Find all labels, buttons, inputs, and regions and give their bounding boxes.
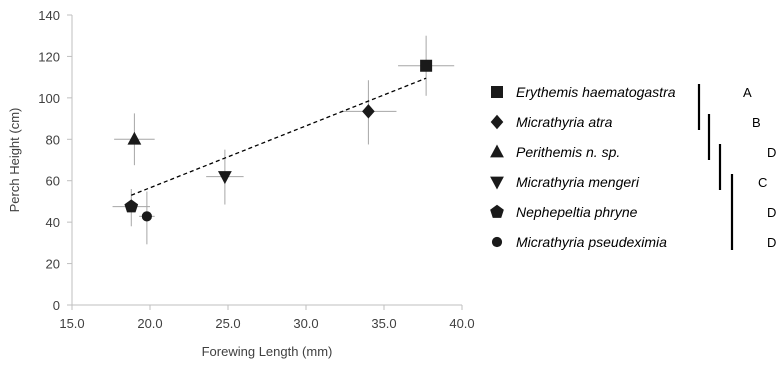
legend-marker-diamond: [490, 114, 504, 130]
group-letter: D: [767, 235, 776, 250]
y-tick-label: 60: [46, 174, 60, 189]
legend-marker-triangle-up: [490, 144, 504, 158]
y-axis-title: Perch Height (cm): [7, 108, 22, 213]
data-point-triangle-up: [127, 131, 142, 145]
group-letter: D: [767, 145, 776, 160]
legend-marker-triangle-down: [490, 176, 504, 190]
x-tick-label: 15.0: [59, 316, 84, 331]
legend-label: Erythemis haematogastra: [516, 84, 676, 100]
legend-label: Micrathyria atra: [516, 114, 613, 130]
group-letter: B: [752, 115, 761, 130]
y-tick-label: 120: [38, 49, 60, 64]
x-axis-title: Forewing Length (mm): [202, 344, 333, 359]
y-tick-label: 80: [46, 132, 60, 147]
error-bars: [112, 35, 455, 245]
legend-marker-pentagon: [490, 204, 504, 218]
legend-label: Micrathyria mengeri: [516, 174, 640, 190]
data-markers: [124, 59, 433, 222]
x-tick-label: 25.0: [215, 316, 240, 331]
y-tick-label: 20: [46, 257, 60, 272]
data-point-diamond: [362, 104, 375, 119]
y-tick-label: 100: [38, 91, 60, 106]
axes: [71, 15, 462, 306]
x-tick-label: 20.0: [137, 316, 162, 331]
group-letter: C: [758, 175, 767, 190]
legend-label: Perithemis n. sp.: [516, 144, 620, 160]
legend-label: Micrathyria pseudeximia: [516, 234, 667, 250]
legend-marker-square: [491, 86, 503, 98]
x-tick-label: 30.0: [293, 316, 318, 331]
tick-labels: 15.0 20.0 25.0 30.0 35.0 40.0 0 20 40 60 80 100 120 1…: [38, 8, 474, 331]
group-letter: D: [767, 205, 776, 220]
legend: Erythemis haematogastra Micrathyria atra P…: [490, 84, 676, 250]
legend-label: Nephepeltia phryne: [516, 204, 638, 220]
y-tick-label: 140: [38, 8, 60, 23]
y-tick-label: 0: [53, 298, 60, 313]
data-point-circle: [141, 211, 152, 222]
data-point-pentagon: [124, 199, 139, 213]
x-tick-label: 40.0: [449, 316, 474, 331]
data-point-square: [420, 59, 433, 72]
group-letter: A: [743, 85, 752, 100]
y-tick-label: 40: [46, 215, 60, 230]
trendline: [131, 77, 427, 196]
legend-marker-circle: [491, 236, 503, 248]
x-tick-label: 35.0: [371, 316, 396, 331]
data-point-triangle-down: [217, 171, 232, 185]
